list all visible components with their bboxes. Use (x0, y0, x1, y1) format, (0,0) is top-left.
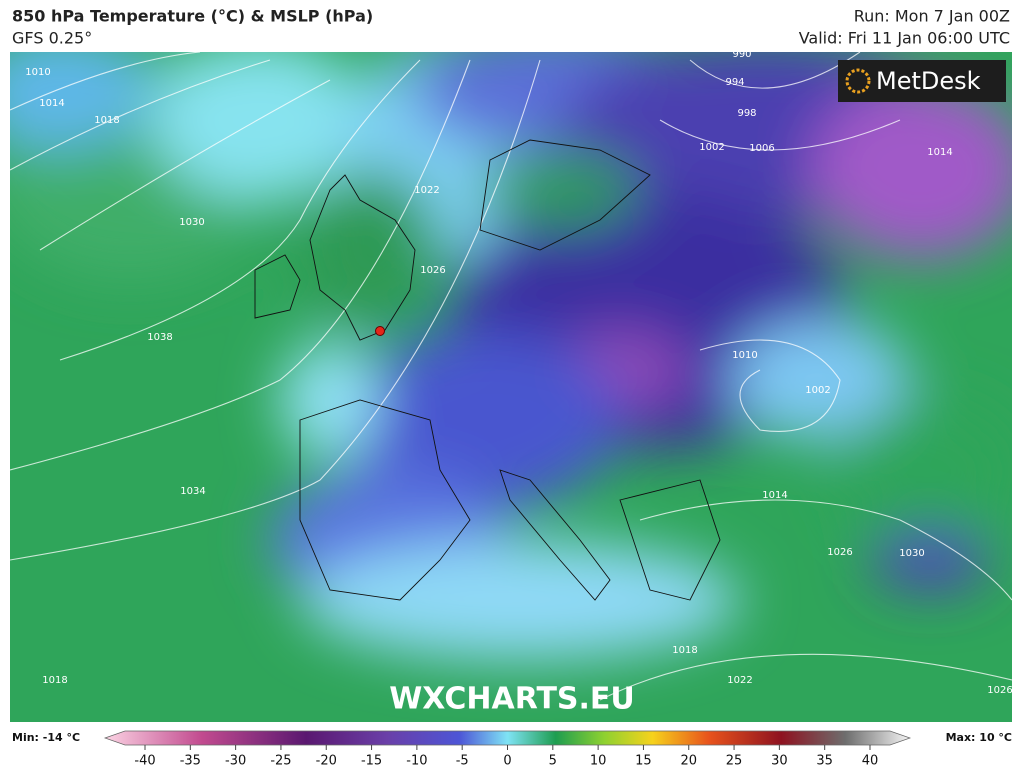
tick-label: -40 (134, 754, 155, 769)
isobar-label: 1034 (180, 486, 205, 497)
isobar-label: 1026 (987, 685, 1012, 696)
tick-label: 40 (862, 754, 879, 769)
isobar-label: 1026 (827, 547, 852, 558)
isobar-label: 1010 (732, 350, 757, 361)
isobar-label: 1006 (749, 143, 774, 154)
isobar-label: 1038 (147, 332, 172, 343)
isobar-label: 1026 (420, 265, 445, 276)
tick-label: 30 (771, 754, 788, 769)
legend-min: Min: -14 °C (12, 731, 80, 744)
tick-label: 25 (726, 754, 743, 769)
tick-label: -25 (270, 754, 291, 769)
tick-label: 15 (635, 754, 652, 769)
color-bar (103, 730, 912, 746)
isobar-label: 1002 (805, 385, 830, 396)
tick-label: -5 (456, 754, 469, 769)
logo: MetDesk (876, 67, 981, 95)
isobar-label: 990 (732, 49, 751, 60)
isobar-label: 1030 (899, 548, 924, 559)
isobar-label: 1022 (414, 185, 439, 196)
isobar-label: 1002 (699, 142, 724, 153)
map: 1010 1014 1018 1030 1038 1034 1022 1026 990 994 99… (10, 49, 1012, 722)
watermark: WXCHARTS.EU (389, 682, 635, 717)
tick-label: -15 (361, 754, 382, 769)
isobar-label: 1014 (927, 147, 952, 158)
isobar-label: 1014 (39, 98, 64, 109)
logo-box (838, 60, 1006, 102)
isobar-label: 1030 (179, 217, 204, 228)
tick-label: 10 (590, 754, 607, 769)
isobar-label: 1018 (94, 115, 119, 126)
tick-label: -20 (316, 754, 337, 769)
isobar-label: 1010 (25, 67, 50, 78)
isobar-label: 1018 (672, 645, 697, 656)
isobar-label: 994 (725, 77, 744, 88)
title: 850 hPa Temperature (°C) & MSLP (hPa) (12, 7, 373, 26)
isobar-label: 998 (737, 108, 756, 119)
tick-label: 35 (816, 754, 833, 769)
tick-label: 5 (549, 754, 557, 769)
tick-label: -35 (180, 754, 201, 769)
tick-label: -10 (406, 754, 427, 769)
run-time: Run: Mon 7 Jan 00Z (854, 7, 1010, 26)
legend-max: Max: 10 °C (946, 731, 1012, 744)
tick-label: 0 (503, 754, 511, 769)
model: GFS 0.25° (12, 29, 92, 48)
isobar-label: 1018 (42, 675, 67, 686)
location-marker (375, 326, 385, 336)
tick-label: -30 (225, 754, 246, 769)
isobar-label: 1014 (762, 490, 787, 501)
valid-time: Valid: Fri 11 Jan 06:00 UTC (799, 29, 1010, 48)
isobar-label: 1022 (727, 675, 752, 686)
tick-label: 20 (680, 754, 697, 769)
